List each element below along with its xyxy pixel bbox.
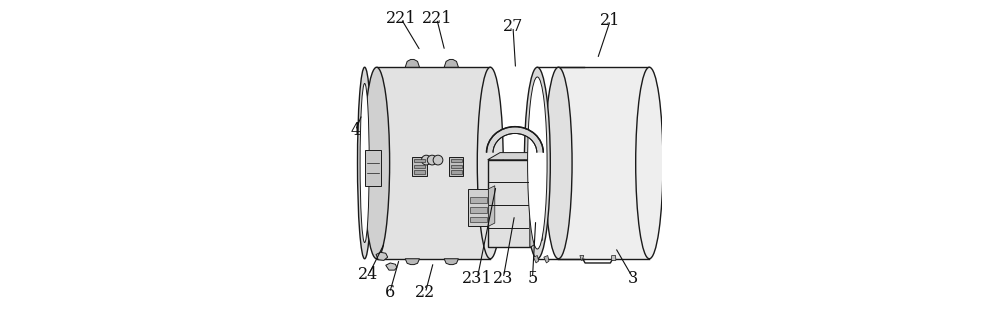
Text: 23: 23: [493, 270, 513, 287]
Text: 4: 4: [350, 122, 361, 139]
Bar: [451, 165, 462, 168]
Ellipse shape: [357, 67, 372, 259]
Ellipse shape: [636, 67, 663, 259]
Text: 231: 231: [462, 270, 493, 287]
Polygon shape: [487, 127, 543, 153]
Ellipse shape: [477, 67, 503, 259]
Bar: [412, 157, 427, 176]
Bar: [468, 189, 488, 226]
Polygon shape: [530, 153, 542, 247]
Polygon shape: [386, 263, 397, 270]
Text: 3: 3: [628, 270, 638, 287]
Polygon shape: [488, 153, 542, 160]
Bar: [377, 67, 490, 259]
Bar: [365, 150, 381, 186]
Bar: [451, 159, 462, 162]
Text: 24: 24: [358, 266, 379, 284]
Bar: [414, 159, 425, 162]
Bar: [470, 207, 487, 213]
Circle shape: [427, 155, 437, 165]
Ellipse shape: [528, 77, 547, 249]
Bar: [470, 216, 487, 222]
Polygon shape: [488, 186, 495, 226]
Bar: [449, 157, 463, 176]
Bar: [470, 197, 487, 203]
Polygon shape: [405, 59, 419, 67]
Text: 6: 6: [385, 284, 395, 301]
Polygon shape: [405, 259, 419, 265]
Bar: [414, 165, 425, 168]
Polygon shape: [611, 256, 616, 260]
Polygon shape: [376, 252, 388, 260]
Polygon shape: [444, 259, 458, 265]
Text: 221: 221: [421, 10, 452, 27]
Text: 22: 22: [415, 284, 435, 301]
Bar: [558, 67, 649, 259]
Ellipse shape: [524, 67, 550, 259]
Text: 5: 5: [527, 270, 538, 287]
Circle shape: [433, 155, 443, 165]
Bar: [488, 160, 530, 247]
Polygon shape: [544, 256, 549, 263]
Bar: [414, 170, 425, 174]
Text: 221: 221: [386, 10, 416, 27]
Polygon shape: [444, 59, 458, 67]
Text: 27: 27: [503, 18, 523, 35]
Ellipse shape: [545, 67, 572, 259]
Ellipse shape: [364, 67, 390, 259]
Polygon shape: [580, 256, 584, 260]
Polygon shape: [533, 256, 539, 263]
Bar: [451, 170, 462, 174]
Circle shape: [421, 155, 431, 165]
Text: 21: 21: [600, 12, 621, 29]
Ellipse shape: [360, 83, 369, 243]
